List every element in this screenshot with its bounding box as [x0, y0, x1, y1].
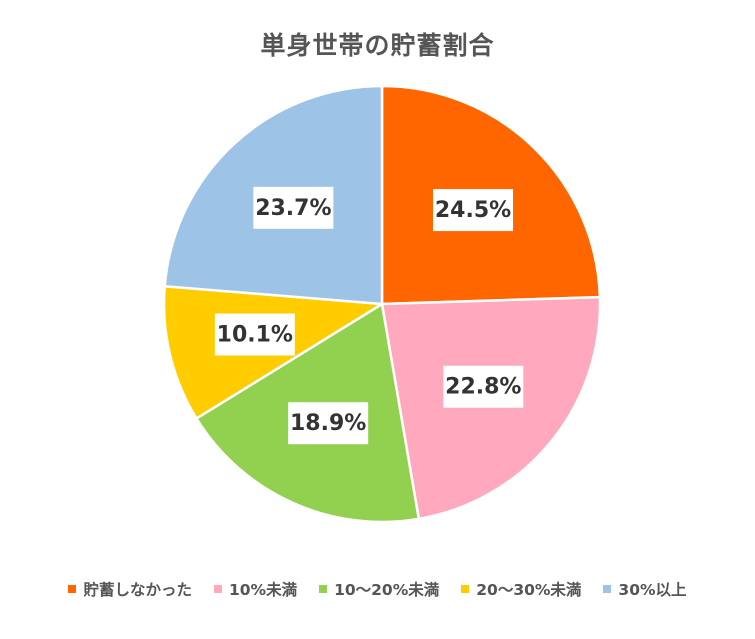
data-label: 23.7%	[253, 186, 334, 229]
data-label: 22.8%	[443, 365, 524, 408]
data-label-box	[433, 189, 514, 232]
data-label-box	[214, 313, 295, 356]
legend-label: 10〜20%未満	[334, 581, 440, 599]
legend-label: 貯蓄しなかった	[83, 581, 192, 599]
data-label-text: 23.7%	[255, 196, 331, 221]
data-label-text: 24.5%	[435, 198, 511, 223]
legend-item: 10〜20%未満	[319, 578, 439, 600]
pie-slices	[162, 84, 602, 524]
legend-label: 30%以上	[618, 581, 687, 599]
legend-swatch	[603, 585, 612, 593]
data-label-box	[288, 402, 369, 445]
data-label-box	[443, 365, 524, 408]
legend-swatch	[68, 585, 77, 593]
legend-item: 10%未満	[213, 578, 298, 600]
data-label-box	[253, 186, 334, 229]
data-label: 24.5%	[433, 189, 514, 232]
legend-swatch	[319, 585, 328, 593]
pie-slice	[380, 295, 602, 521]
data-label-text: 22.8%	[445, 375, 521, 400]
legend-item: 20〜30%未満	[461, 578, 581, 600]
legend-item: 30%以上	[603, 578, 687, 600]
data-label-text: 10.1%	[217, 323, 293, 348]
data-label: 10.1%	[214, 313, 295, 356]
legend-label: 10%未満	[228, 581, 298, 599]
chart-legend: 貯蓄しなかった 10%未満 10〜20%未満 20〜30%未満 30%以上	[0, 578, 755, 600]
pie-labels: 24.5% 22.8% 18.9% 10.1% 23.7%	[214, 186, 524, 445]
data-label-text: 18.9%	[290, 411, 366, 436]
legend-item: 貯蓄しなかった	[68, 578, 192, 600]
legend-swatch	[461, 585, 470, 593]
chart-title: 単身世帯の貯蓄割合	[260, 31, 495, 60]
legend-swatch	[213, 585, 222, 593]
legend-label: 20〜30%未満	[476, 581, 582, 599]
data-label: 18.9%	[288, 402, 369, 445]
